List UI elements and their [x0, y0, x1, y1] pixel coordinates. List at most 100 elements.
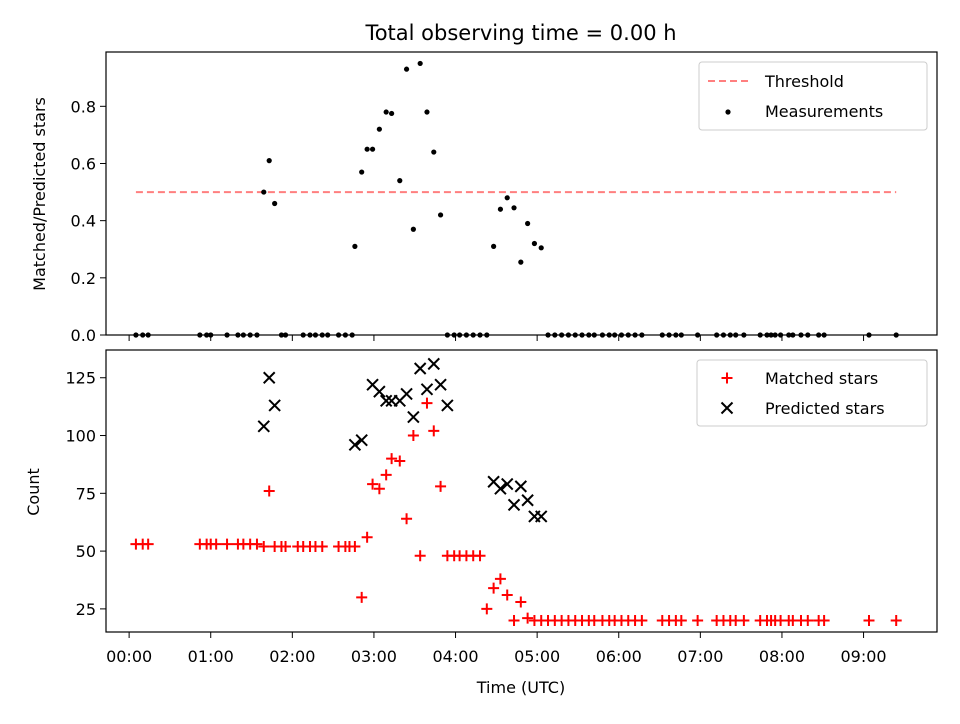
- measurement-point: [673, 332, 679, 338]
- measurement-point: [463, 332, 470, 338]
- measurement-point: [805, 332, 811, 338]
- matched-star-point: [316, 540, 328, 552]
- matched-star-point: [494, 573, 506, 585]
- matched-star-point: [488, 582, 500, 594]
- predicted-star-point: [268, 399, 281, 412]
- measurement-point: [266, 158, 272, 164]
- top-legend: Threshold Measurements: [698, 61, 928, 131]
- xtick-label: 01:00: [188, 647, 234, 666]
- matched-star-point: [692, 614, 704, 626]
- measurement-point: [497, 206, 504, 212]
- measurement-point: [235, 332, 241, 338]
- measurement-point: [757, 332, 763, 338]
- measurement-point: [768, 332, 774, 338]
- bottom-legend-box: [696, 359, 928, 427]
- measurement-point: [764, 332, 770, 338]
- measurement-point: [733, 332, 739, 338]
- measurement-point: [714, 332, 720, 338]
- matched-star-point: [890, 614, 902, 626]
- measurement-point: [247, 332, 253, 338]
- measurement-point: [790, 332, 796, 338]
- matched-star-point: [414, 550, 426, 562]
- measurement-point: [457, 332, 463, 338]
- measurement-point: [145, 332, 151, 338]
- matched-star-point: [349, 540, 361, 552]
- measurement-point: [477, 332, 483, 338]
- xtick-label: 03:00: [351, 647, 397, 666]
- top-ytick-label: 0.4: [71, 212, 96, 231]
- matched-star-point: [280, 540, 292, 552]
- top-ytick-label: 0.2: [71, 269, 96, 288]
- measurement-point: [531, 240, 538, 247]
- measurement-point: [451, 332, 457, 338]
- measurement-point: [491, 243, 497, 249]
- measurement-point: [695, 332, 701, 338]
- measurement-point: [511, 205, 517, 211]
- legend-measurements-label: Measurements: [765, 102, 883, 121]
- measurement-point: [278, 332, 285, 338]
- matched-star-point: [258, 540, 270, 552]
- measurement-point: [325, 332, 331, 338]
- measurement-point: [359, 169, 365, 175]
- measurement-point: [254, 332, 260, 338]
- matched-star-point: [515, 596, 527, 608]
- measurement-point: [591, 332, 597, 338]
- xtick-label: 02:00: [269, 647, 315, 666]
- measurement-point: [727, 332, 733, 338]
- measurement-point: [376, 126, 382, 132]
- measurement-point: [349, 332, 355, 338]
- measurement-point: [632, 332, 638, 338]
- xtick-label: 00:00: [106, 647, 152, 666]
- measurement-point: [197, 332, 203, 338]
- measurement-point: [545, 332, 551, 338]
- measurement-point: [504, 195, 510, 201]
- matched-star-point: [361, 531, 373, 543]
- measurement-point: [525, 220, 531, 227]
- bottom-legend: Matched stars Predicted stars: [696, 359, 928, 427]
- matched-star-point: [421, 397, 433, 409]
- measurement-point: [618, 332, 625, 338]
- predicted-star-point: [420, 383, 434, 396]
- matched-star-point: [522, 612, 534, 624]
- matched-star-point: [481, 603, 493, 615]
- measurement-point: [572, 332, 578, 338]
- measurement-point: [893, 332, 899, 338]
- predicted-star-point: [494, 482, 507, 495]
- measurement-point: [821, 332, 827, 338]
- matched-star-point: [356, 591, 368, 603]
- measurement-point: [208, 332, 214, 338]
- predicted-star-point: [348, 438, 362, 451]
- measurement-point: [140, 332, 146, 338]
- matched-star-point: [508, 614, 520, 626]
- measurement-point: [484, 332, 490, 338]
- measurement-point: [240, 332, 246, 338]
- xtick-label: 06:00: [596, 647, 642, 666]
- measurement-point: [538, 245, 544, 251]
- matched-star-point: [221, 538, 233, 550]
- measurement-point: [224, 332, 230, 338]
- matched-star-point: [373, 483, 385, 495]
- measurement-point: [741, 332, 747, 338]
- top-legend-box: [698, 61, 928, 131]
- measurement-point: [403, 66, 410, 72]
- chart-title: Total observing time = 0.00 h: [364, 21, 676, 45]
- matched-star-point: [428, 425, 440, 437]
- legend-predicted-label: Predicted stars: [765, 399, 885, 418]
- measurement-point: [410, 226, 416, 232]
- measurement-point: [300, 332, 306, 338]
- bottom-ytick-label: 25: [76, 600, 96, 619]
- measurement-point: [518, 259, 524, 265]
- top-ytick-label: 0.8: [71, 97, 96, 116]
- measurement-point: [612, 332, 618, 338]
- bottom-frame: [105, 349, 938, 633]
- top-ytick-label: 0.0: [71, 326, 96, 345]
- measurement-point: [772, 332, 778, 338]
- measurement-point: [565, 332, 572, 338]
- measurement-point: [133, 332, 139, 338]
- measurement-point: [579, 332, 585, 338]
- ratio-plot: 0.0 0.2 0.4 0.6 0.8 Threshold Measurements: [71, 51, 938, 345]
- measurement-point: [625, 332, 631, 338]
- predicted-star-point: [501, 477, 514, 491]
- matched-star-point: [210, 538, 222, 550]
